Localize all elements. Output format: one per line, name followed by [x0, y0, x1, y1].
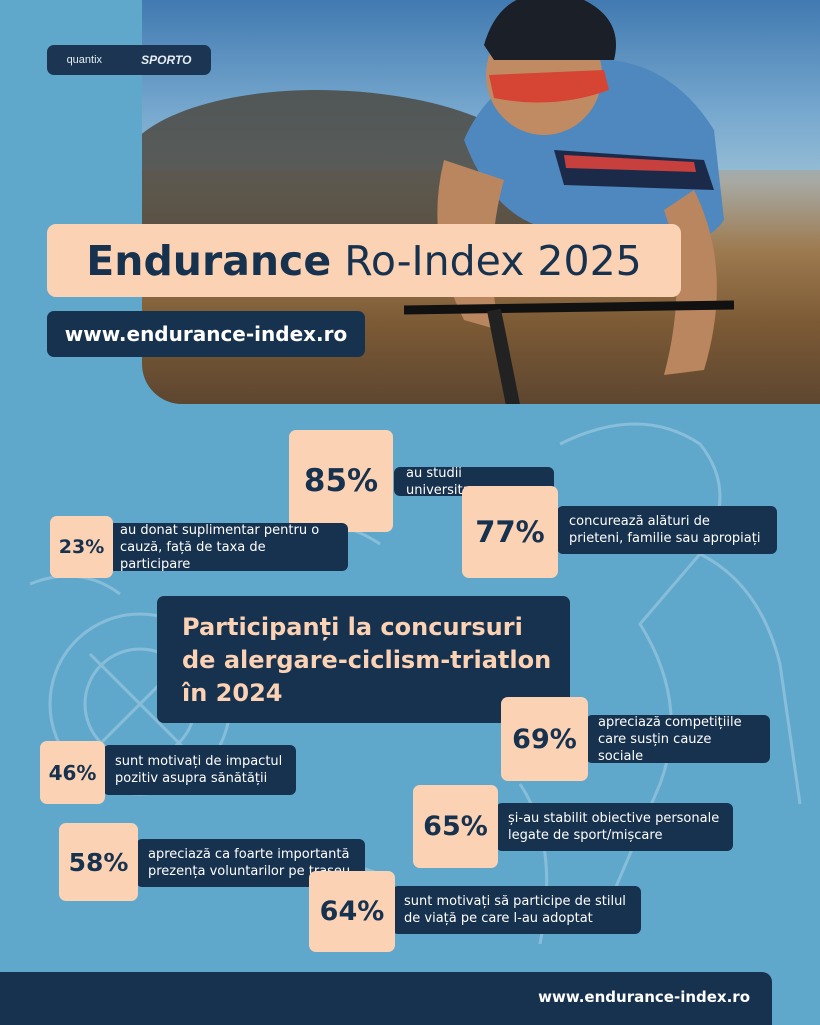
- footer-url[interactable]: www.endurance-index.ro: [538, 988, 750, 1006]
- stat-value-health: 46%: [40, 741, 105, 804]
- stat-value-friends: 77%: [462, 486, 558, 578]
- stat-label-social-causes: apreciază competițiile care susțin cauze…: [586, 715, 770, 764]
- headline-text: Participanți la concursuri de alergare-c…: [182, 613, 552, 707]
- partner-logos: quantix SPORTO: [47, 45, 211, 75]
- stat-label-donation: au donat suplimentar pentru o cauză, faț…: [108, 523, 348, 572]
- stat-label-goals: și-au stabilit obiective personale legat…: [496, 803, 733, 851]
- title-rest: Ro-Index 2025: [331, 236, 642, 285]
- footer-bar: www.endurance-index.ro: [0, 972, 772, 1025]
- stat-value-lifestyle: 64%: [309, 871, 395, 952]
- sporto-logo: SPORTO: [141, 53, 192, 67]
- stat-label-volunteers: apreciază ca foarte importantă prezența …: [136, 839, 365, 887]
- stat-value-goals: 65%: [413, 785, 498, 868]
- website-link[interactable]: www.endurance-index.ro: [47, 311, 365, 357]
- website-url: www.endurance-index.ro: [64, 322, 348, 346]
- stat-value-studies: 85%: [289, 430, 393, 532]
- stat-label-health: sunt motivați de impactul pozitiv asupra…: [103, 745, 296, 795]
- page-title: Endurance Ro-Index 2025: [47, 224, 681, 297]
- quantix-logo: quantix: [66, 54, 103, 66]
- stat-value-donation: 23%: [50, 516, 113, 578]
- stat-value-social-causes: 69%: [501, 697, 588, 781]
- title-bold: Endurance: [86, 236, 332, 285]
- cyclist-illustration: [404, 0, 734, 404]
- stat-label-friends: concurează alături de prieteni, familie …: [557, 506, 777, 554]
- stat-label-lifestyle: sunt motivați să participe de stilul de …: [392, 886, 641, 934]
- stat-value-volunteers: 58%: [59, 823, 138, 901]
